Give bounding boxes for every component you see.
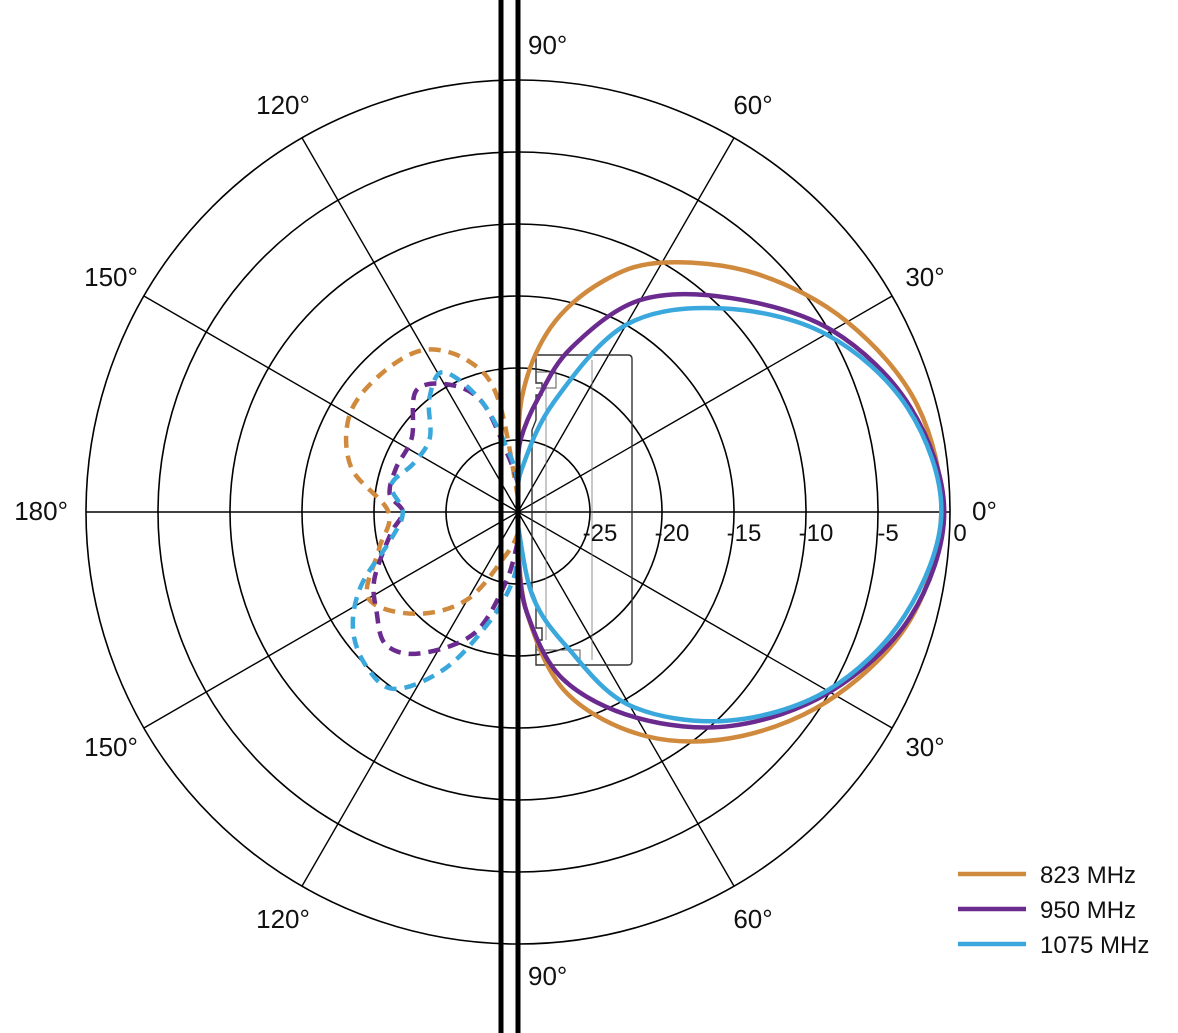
radial-tick-label: -15 [727,520,762,547]
legend-label: 823 MHz [1040,862,1136,889]
angle-label: 150° [84,262,138,292]
angle-label: 90° [528,30,567,60]
angle-label: 60° [733,90,772,120]
legend-label: 1075 MHz [1040,932,1149,959]
series-back-1075-mhz [350,369,521,692]
device-body [531,354,633,666]
legend: 823 MHz 950 MHz 1075 MHz [958,862,1149,959]
series-layer [343,260,947,744]
mast-lines [498,0,521,1033]
series-front-1075-mhz [515,305,944,724]
antenna-device-outline [531,354,633,666]
radial-tick-label: -25 [583,520,618,547]
radial-tick-label: -20 [655,520,690,547]
series-back-950-mhz [371,381,521,657]
legend-label: 950 MHz [1040,897,1136,924]
angle-label: 30° [905,732,944,762]
angle-label: 30° [905,262,944,292]
angle-label: 90° [528,961,567,991]
angle-label: 60° [733,904,772,934]
label-layer: 0° 30° 60° 90° 120° 150° 180° 150° 120° 90° 60° 30°… [14,30,997,991]
radial-tick-label: -5 [877,520,898,547]
angle-label: 120° [256,90,310,120]
angle-label: 180° [14,496,68,526]
series-front-950-mhz [515,291,947,730]
angle-label: 150° [84,732,138,762]
radial-tick-label: -10 [799,520,834,547]
radial-tick-label: 0 [953,520,966,547]
series-back-823-mhz [343,347,521,617]
angle-label: 120° [256,904,310,934]
angle-label: 0° [972,496,997,526]
